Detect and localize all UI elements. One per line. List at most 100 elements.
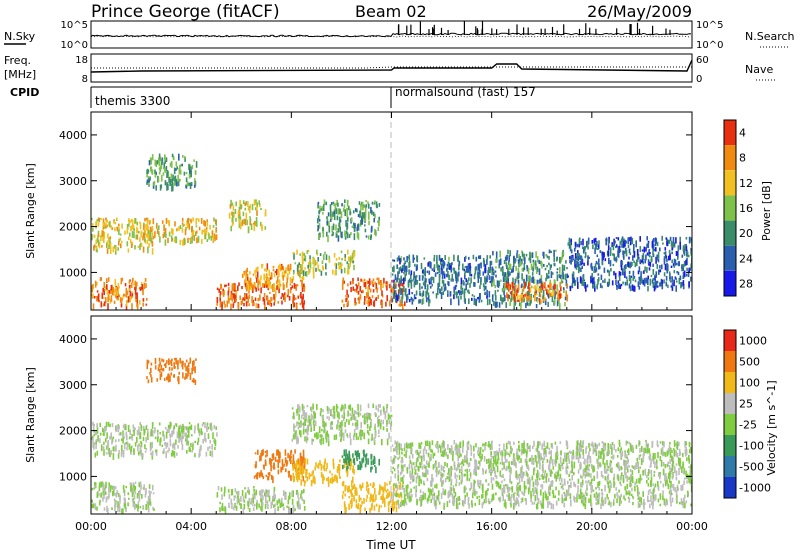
heatmap-cell	[537, 472, 540, 478]
heatmap-cell	[669, 496, 672, 502]
heatmap-cell	[403, 493, 406, 500]
heatmap-cell	[166, 360, 168, 364]
heatmap-cell	[540, 274, 543, 281]
heatmap-cell	[529, 444, 531, 452]
heatmap-cell	[312, 258, 315, 264]
heatmap-cell	[646, 267, 648, 273]
heatmap-cell	[224, 486, 226, 493]
heatmap-cell	[145, 283, 147, 289]
heatmap-cell	[577, 250, 579, 255]
heatmap-cell	[535, 270, 538, 275]
heatmap-cell	[136, 429, 139, 436]
heatmap-cell	[404, 464, 406, 468]
heatmap-cell	[685, 259, 687, 266]
heatmap-cell	[185, 177, 188, 183]
heatmap-cell	[446, 463, 448, 468]
heatmap-cell	[569, 485, 571, 488]
heatmap-cell	[618, 439, 621, 445]
heatmap-cell	[574, 248, 576, 252]
heatmap-cell	[280, 500, 283, 508]
heatmap-cell	[581, 246, 584, 249]
heatmap-cell	[539, 466, 541, 470]
heatmap-cell	[177, 179, 180, 187]
heatmap-cell	[303, 253, 306, 257]
heatmap-cell	[318, 269, 321, 272]
heatmap-cell	[115, 246, 117, 252]
heatmap-cell	[659, 247, 661, 252]
heatmap-cell	[374, 499, 376, 502]
heatmap-cell	[584, 282, 586, 288]
heatmap-cell	[237, 490, 240, 496]
heatmap-cell	[350, 490, 352, 493]
heatmap-cell	[398, 503, 400, 509]
heatmap-cell	[118, 226, 120, 231]
heatmap-cell	[663, 498, 666, 505]
heatmap-cell	[434, 484, 436, 489]
heatmap-cell	[359, 210, 361, 218]
heatmap-cell	[405, 269, 407, 276]
heatmap-cell	[337, 466, 339, 469]
heatmap-cell	[233, 293, 235, 300]
heatmap-cell	[594, 285, 596, 292]
heatmap-cell	[653, 238, 655, 242]
heatmap-cell	[668, 239, 671, 244]
heatmap-cell	[450, 268, 453, 273]
heatmap-cell	[532, 488, 534, 492]
heatmap-cell	[542, 503, 545, 509]
heatmap-cell	[242, 200, 245, 205]
heatmap-cell	[678, 278, 681, 281]
heatmap-cell	[378, 216, 380, 221]
heatmap-cell	[473, 295, 476, 298]
heatmap-cell	[536, 267, 539, 272]
heatmap-cell	[601, 499, 604, 506]
heatmap-cell	[146, 359, 149, 365]
heatmap-cell	[345, 449, 347, 457]
heatmap-cell	[597, 277, 600, 282]
heatmap-cell	[262, 464, 265, 468]
heatmap-cell	[374, 200, 376, 204]
heatmap-cell	[244, 219, 247, 226]
heatmap-cell	[276, 268, 278, 276]
heatmap-cell	[163, 224, 165, 232]
heatmap-cell	[408, 278, 411, 283]
heatmap-cell	[559, 303, 561, 310]
heatmap-cell	[326, 216, 328, 220]
heatmap-cell	[478, 495, 480, 498]
heatmap-cell	[136, 221, 139, 226]
heatmap-cell	[103, 449, 105, 456]
heatmap-cell	[514, 300, 517, 305]
heatmap-cell	[454, 492, 457, 497]
heatmap-cell	[134, 491, 136, 495]
heatmap-cell	[145, 424, 148, 428]
heatmap-cell	[424, 285, 426, 290]
heatmap-cell	[426, 284, 429, 290]
heatmap-cell	[295, 303, 298, 310]
heatmap-cell	[394, 274, 397, 281]
heatmap-cell	[590, 473, 592, 478]
noise-right-tick-top: 10^5	[696, 20, 723, 31]
heatmap-cell	[643, 279, 646, 287]
heatmap-cell	[244, 279, 246, 285]
heatmap-cell	[551, 481, 554, 484]
heatmap-cell	[344, 230, 346, 236]
heatmap-cell	[586, 458, 589, 465]
heatmap-cell	[604, 258, 607, 262]
heatmap-cell	[460, 286, 462, 290]
heatmap-cell	[161, 159, 163, 165]
heatmap-cell	[207, 446, 209, 451]
heatmap-cell	[421, 270, 424, 274]
heatmap-cell	[281, 459, 284, 466]
heatmap-cell	[133, 231, 135, 239]
heatmap-cell	[664, 251, 667, 257]
heatmap-cell	[214, 440, 217, 447]
heatmap-cell	[114, 504, 116, 512]
heatmap-cell	[139, 222, 142, 230]
heatmap-cell	[213, 424, 216, 429]
heatmap-cell	[264, 503, 267, 509]
heatmap-cell	[166, 172, 168, 178]
heatmap-cell	[161, 368, 164, 372]
heatmap-cell	[507, 452, 509, 455]
heatmap-cell	[201, 238, 203, 244]
heatmap-cell	[419, 450, 422, 454]
heatmap-cell	[352, 286, 354, 291]
